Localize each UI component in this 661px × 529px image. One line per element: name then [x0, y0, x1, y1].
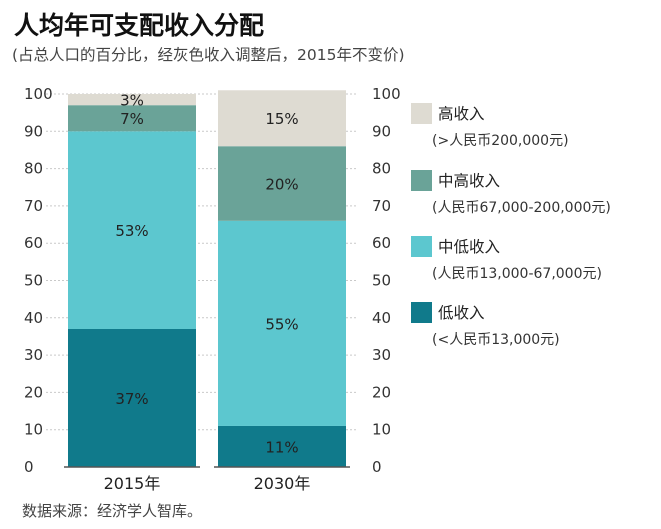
- bar-segment: [218, 90, 346, 147]
- y-tick-label-left: 100: [24, 85, 53, 103]
- data-label: 53%: [115, 222, 148, 240]
- bar-segment: [218, 220, 346, 426]
- y-tick-label-left: 80: [24, 160, 43, 178]
- chart-title: 人均年可支配收入分配: [14, 11, 265, 40]
- y-tick-label-left: 0: [24, 458, 34, 476]
- data-label: 3%: [120, 92, 144, 110]
- data-label: 15%: [265, 110, 298, 128]
- y-tick-label-right: 70: [372, 197, 391, 215]
- y-tick-label-right: 10: [372, 421, 391, 439]
- y-tick-label-left: 70: [24, 197, 43, 215]
- legend-swatch: [411, 103, 432, 124]
- y-tick-label-right: 90: [372, 122, 391, 140]
- chart-subtitle: (占总人口的百分比，经灰色收入调整后，2015年不变价): [12, 46, 405, 64]
- bar-segment: [68, 94, 196, 106]
- legend-swatch: [411, 170, 432, 191]
- data-label: 20%: [265, 176, 298, 194]
- y-tick-label-right: 50: [372, 272, 391, 290]
- data-label: 7%: [120, 110, 144, 128]
- y-tick-label-right: 20: [372, 383, 391, 401]
- data-source-note: 数据来源：经济学人智库。: [22, 502, 203, 520]
- y-tick-label-right: 40: [372, 309, 391, 327]
- legend-range: (>人民币200,000元): [432, 133, 569, 149]
- y-tick-label-right: 30: [372, 346, 391, 364]
- legend-swatch: [411, 302, 432, 323]
- x-category-label: 2030年: [254, 474, 311, 493]
- bar-segment: [218, 425, 346, 467]
- y-tick-label-left: 10: [24, 421, 43, 439]
- y-tick-label-right: 100: [372, 85, 401, 103]
- y-tick-label-right: 80: [372, 160, 391, 178]
- legend-label: 中高收入: [438, 172, 500, 190]
- y-tick-label-right: 0: [372, 458, 382, 476]
- bar-segment: [68, 131, 196, 329]
- y-tick-label-left: 40: [24, 309, 43, 327]
- data-label: 37%: [115, 390, 148, 408]
- y-tick-label-left: 30: [24, 346, 43, 364]
- legend-label: 高收入: [438, 105, 485, 123]
- legend-range: (人民币13,000-67,000元): [432, 266, 602, 282]
- y-tick-label-left: 20: [24, 383, 43, 401]
- y-tick-label-left: 50: [24, 272, 43, 290]
- y-tick-label-left: 60: [24, 234, 43, 252]
- y-tick-label-right: 60: [372, 234, 391, 252]
- bar-segment: [68, 328, 196, 467]
- bar-segment: [68, 105, 196, 132]
- legend-swatch: [411, 236, 432, 257]
- legend-label: 低收入: [438, 304, 485, 322]
- legend-range: (<人民币13,000元): [432, 332, 560, 348]
- data-label: 11%: [265, 438, 298, 456]
- legend-label: 中低收入: [438, 238, 500, 256]
- y-tick-label-left: 90: [24, 122, 43, 140]
- legend-range: (人民币67,000-200,000元): [432, 200, 611, 216]
- data-label: 55%: [265, 315, 298, 333]
- x-category-label: 2015年: [104, 474, 161, 493]
- bar-segment: [218, 146, 346, 221]
